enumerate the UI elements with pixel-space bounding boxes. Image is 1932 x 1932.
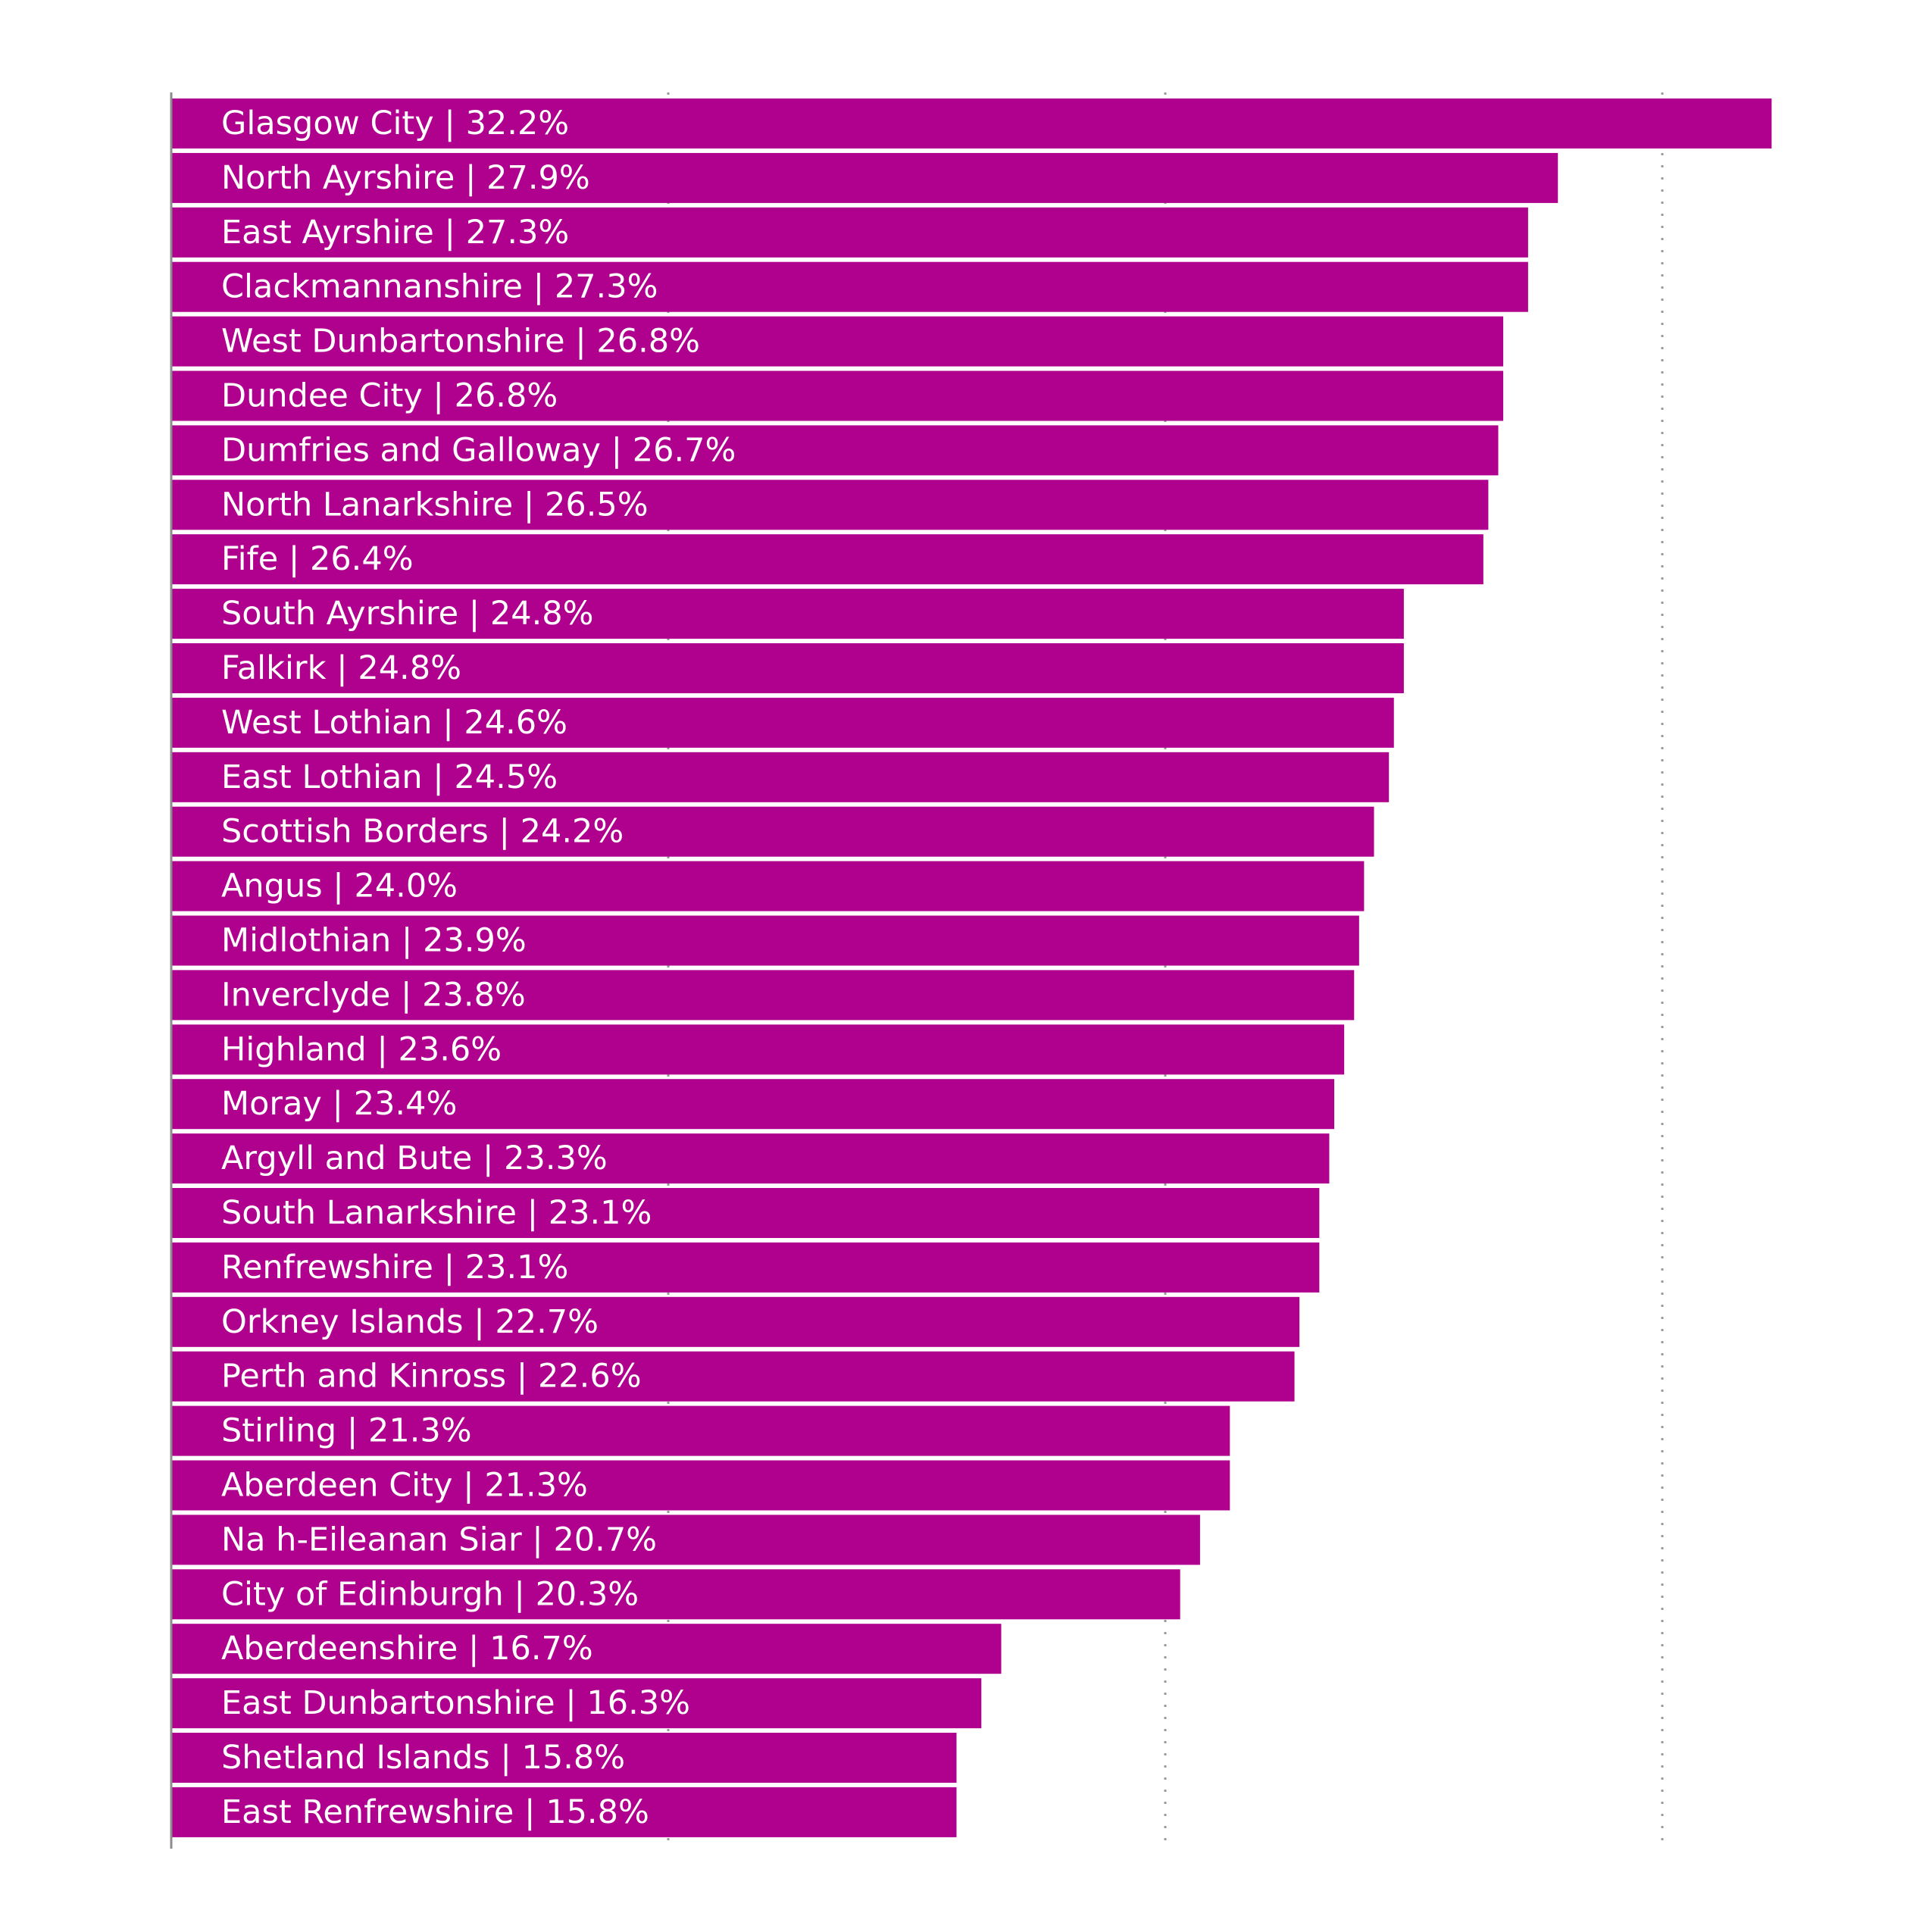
bar [171,261,1528,312]
bar [171,1351,1295,1402]
bar [171,1787,957,1837]
bar [171,1405,1230,1456]
bar [171,1188,1320,1238]
bar-label: Orkney Islands | 22.7% [221,1303,599,1341]
bar [171,861,1365,911]
bar [171,1296,1300,1347]
bar-label: Scottish Borders | 24.2% [221,813,624,851]
bar-label: North Lanarkshire | 26.5% [221,486,649,524]
bar-label: East Lothian | 24.5% [221,758,558,796]
bar-label: City of Edinburgh | 20.3% [221,1575,639,1613]
bar [171,534,1483,585]
bar-label: Inverclyde | 23.8% [221,976,526,1014]
bar-label: West Dunbartonshire | 26.8% [221,323,700,361]
bar-label: Dumfries and Galloway | 26.7% [221,431,736,469]
bar-label: Midlothian | 23.9% [221,922,527,960]
bar-label: South Lanarkshire | 23.1% [221,1194,652,1232]
bar-label: Clackmannanshire | 27.3% [221,268,658,306]
bar [171,1569,1180,1620]
bar-label: South Ayrshire | 24.8% [221,595,593,633]
bar-label: East Dunbartonshire | 16.3% [221,1684,690,1722]
bar [171,207,1528,258]
bars: Glasgow City | 32.2% North Ayrshire | 27.… [171,98,1772,1837]
bar-label: Stirling | 21.3% [221,1412,472,1450]
bar-label: North Ayrshire | 27.9% [221,159,590,197]
bar-label: Argyll and Bute | 23.3% [221,1140,608,1177]
bar-label: Moray | 23.4% [221,1085,457,1123]
bar-label: Aberdeenshire | 16.7% [221,1630,593,1668]
bar-label: Fife | 26.4% [221,540,414,578]
bar-label: Aberdeen City | 21.3% [221,1467,588,1505]
bar [171,1079,1335,1130]
bar [171,643,1404,693]
bar-label: Perth and Kinross | 22.6% [221,1358,642,1396]
bar-label: Renfrewshire | 23.1% [221,1249,568,1286]
bar [171,1242,1320,1293]
bar [171,480,1489,530]
bar [171,1460,1230,1511]
bar [171,806,1374,857]
bar [171,370,1504,421]
bar-label: Angus | 24.0% [221,868,458,905]
bar [171,1624,1002,1674]
bar-label: Na h-Eileanan Siar | 20.7% [221,1521,657,1558]
bar [171,1515,1200,1565]
bar [171,589,1404,639]
bar [171,1024,1345,1075]
bar-label: Glasgow City | 32.2% [221,105,569,142]
bar [171,425,1499,476]
bar-label: West Lothian | 24.6% [221,704,567,742]
bar-label: Shetland Islands | 15.8% [221,1739,625,1777]
bar [171,970,1355,1021]
bar [171,697,1394,748]
bar [171,915,1359,966]
bar-label: East Ayrshire | 27.3% [221,214,569,252]
bar [171,316,1504,367]
bar [171,1733,957,1783]
bar [171,1133,1330,1184]
bar [171,98,1772,148]
bar [171,752,1390,802]
bar-label: Highland | 23.6% [221,1030,502,1068]
bar [171,152,1558,203]
bar-label: Falkirk | 24.8% [221,649,461,687]
bar-label: East Renfrewshire | 15.8% [221,1793,649,1831]
bar-label: Dundee City | 26.8% [221,377,558,415]
bar [171,1678,982,1729]
